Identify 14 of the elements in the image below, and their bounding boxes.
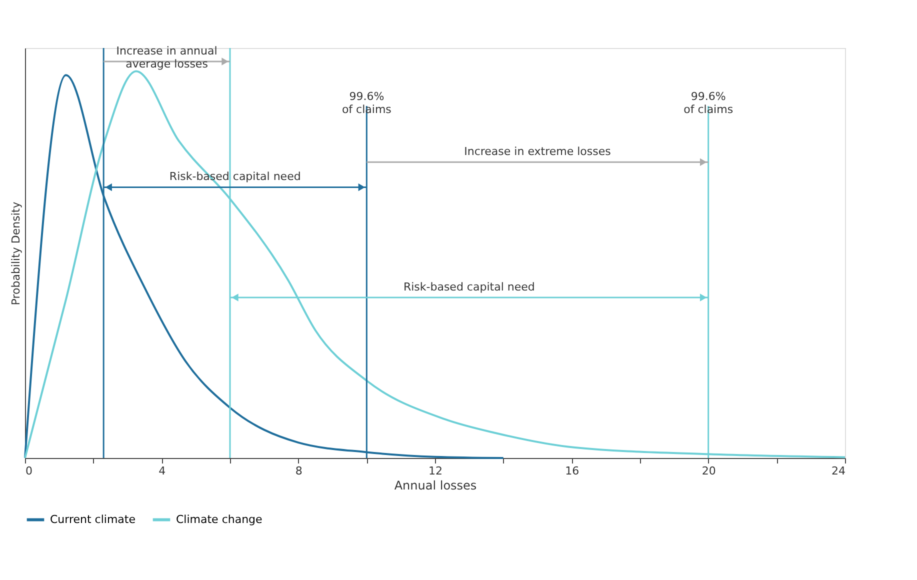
x-tick-label: 16 <box>565 464 580 478</box>
legend-label: Current climate <box>50 512 136 526</box>
y-axis-title: Probability Density <box>10 201 22 306</box>
x-tick-label: 12 <box>428 464 442 478</box>
x-tick-label: 8 <box>295 464 302 478</box>
x-tick-label: 4 <box>158 464 166 478</box>
x-axis-title: Annual losses <box>394 478 477 492</box>
x-tick-label: 24 <box>832 464 846 478</box>
x-tick-label: 20 <box>702 464 716 478</box>
text: Increase in annual average losses <box>116 44 218 71</box>
legend-label: Climate change <box>176 512 263 526</box>
annotation: Increase in extreme losses <box>464 145 612 158</box>
annotation: Risk-based capital need <box>403 280 535 294</box>
x-tick-label: 0 <box>26 464 32 478</box>
